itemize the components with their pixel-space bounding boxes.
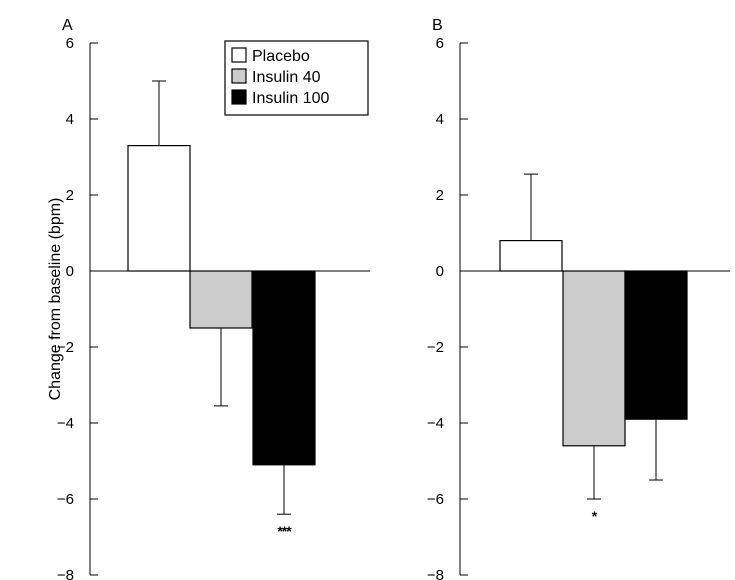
y-tick-label: −6 (427, 491, 444, 508)
legend: Placebo Insulin 40 Insulin 100 (224, 40, 369, 116)
legend-label: Insulin 40 (252, 69, 321, 86)
y-tick-label: 4 (436, 111, 444, 128)
legend-swatch (231, 47, 247, 63)
panel-a: A6 4 2 0 −2 −4 −6 −8 *** Change from baseline (bp… (47, 17, 370, 580)
y-tick-label: 0 (66, 263, 74, 280)
panel-label: B (432, 17, 443, 34)
bar-insulin-40 (562, 270, 626, 447)
bar-insulin-40 (189, 270, 253, 329)
y-tick-label: 0 (436, 263, 444, 280)
legend-box (224, 40, 369, 116)
y-tick-label: −2 (57, 339, 74, 356)
y-tick-label: −8 (427, 567, 444, 580)
bar-insulin-100 (252, 270, 316, 466)
y-tick-label: 4 (66, 111, 74, 128)
y-tick-label: −6 (57, 491, 74, 508)
y-tick-label: 2 (436, 187, 444, 204)
y-axis-label: Change from baseline (bpm) (47, 198, 64, 401)
panel-b: B6 4 2 0 −2 −4 −6 −8 * (427, 17, 730, 580)
legend-label: Insulin 100 (252, 90, 329, 107)
bar-insulin-100 (624, 270, 688, 420)
legend-swatch (231, 89, 247, 105)
panel-label: A (62, 17, 73, 34)
bar-placebo (127, 145, 191, 272)
y-tick-label: 2 (66, 187, 74, 204)
y-tick-label: 6 (66, 35, 74, 52)
significance-marker: *** (277, 523, 292, 539)
significance-marker: * (592, 508, 598, 524)
y-tick-label: 6 (436, 35, 444, 52)
y-tick-label: −2 (427, 339, 444, 356)
legend-label: Placebo (252, 48, 310, 65)
y-tick-label: −4 (427, 415, 444, 432)
y-tick-label: −8 (57, 567, 74, 580)
legend-swatch (231, 68, 247, 84)
bar-placebo (499, 240, 563, 272)
y-tick-label: −4 (57, 415, 74, 432)
